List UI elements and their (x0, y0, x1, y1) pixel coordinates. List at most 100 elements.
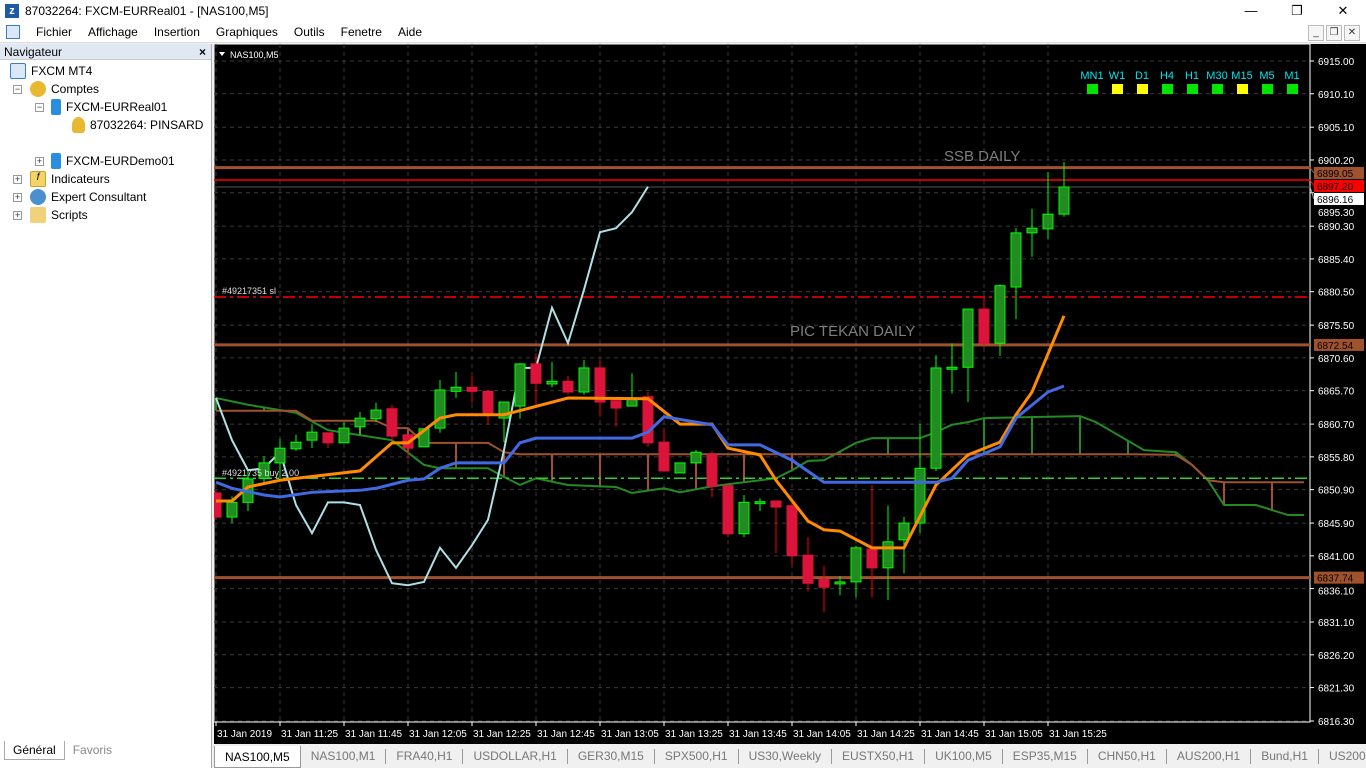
signal-indicator-h4 (1162, 84, 1173, 94)
expand-icon[interactable]: + (35, 156, 44, 166)
menu-outils[interactable]: Outils (293, 25, 325, 39)
price-label-connector (1309, 186, 1315, 200)
chart-tab[interactable]: US30,Weekly (739, 749, 833, 764)
chart-tab[interactable]: FRA40,H1 (386, 749, 464, 764)
minimize-button[interactable]: — (1244, 3, 1258, 18)
chart-tab[interactable]: CHN50,H1 (1088, 749, 1167, 764)
signal-label-m5: M5 (1259, 70, 1274, 82)
tree-item-real-server[interactable]: FXCM-EURReal01 (51, 98, 167, 116)
y-tick-label: 6816.30 (1318, 717, 1355, 728)
navigator-header: Navigateur × (0, 44, 211, 60)
tree-item-account[interactable]: 87032264: PINSARD (72, 116, 203, 134)
candle-body (994, 285, 1006, 344)
menu-graphiques[interactable]: Graphiques (215, 25, 278, 39)
y-tick-label: 6900.20 (1318, 156, 1355, 167)
menu-bar: Fichier Affichage Insertion Graphiques O… (0, 22, 1366, 43)
y-tick-label: 6870.60 (1318, 354, 1355, 365)
mdi-minimize-button[interactable]: _ (1308, 25, 1324, 41)
navigator-close-icon[interactable]: × (198, 45, 206, 59)
chart-tab[interactable]: US2000, (1319, 749, 1366, 764)
chart-window[interactable]: 31 Jan 2019 31 Jan 11:25 31 Jan 11:45 31 Ja… (210, 43, 1366, 744)
candle-body (866, 548, 878, 569)
tree-item-expert[interactable]: Expert Consultant (30, 188, 146, 206)
chart-tab[interactable]: AUS200,H1 (1167, 749, 1252, 764)
tree-item-comptes[interactable]: Comptes (30, 80, 99, 98)
senkou-span-a-line (215, 397, 1304, 517)
chart-tab[interactable]: Bund,H1 (1251, 749, 1319, 764)
y-tick-label: 6915.00 (1318, 57, 1355, 68)
chart-tab[interactable]: EUSTX50,H1 (832, 749, 926, 764)
candle-body (930, 367, 942, 469)
navigator-tabs: Général Favoris (4, 741, 120, 760)
close-button[interactable]: ✕ (1337, 3, 1349, 18)
candle-body (690, 451, 702, 464)
x-tick-label: 31 Jan 11:25 (281, 729, 339, 740)
y-tick-label: 6850.90 (1318, 486, 1355, 497)
candle-body (290, 441, 302, 450)
accounts-icon (30, 81, 46, 97)
tree-item-demo-server[interactable]: FXCM-EURDemo01 (51, 152, 175, 170)
tree-item-indicateurs[interactable]: f Indicateurs (30, 170, 110, 188)
menu-affichage[interactable]: Affichage (88, 25, 138, 39)
server-icon (51, 99, 61, 115)
menu-fenetre[interactable]: Fenetre (340, 25, 382, 39)
chart-tab[interactable]: SPX500,H1 (655, 749, 739, 764)
chart-tab[interactable]: NAS100,M1 (301, 749, 387, 764)
candle-body (802, 554, 814, 584)
expand-icon[interactable]: + (13, 192, 22, 202)
menu-fichier[interactable]: Fichier (36, 25, 73, 39)
price-label-bg (1314, 179, 1364, 192)
chart-tab[interactable]: ESP35,M15 (1003, 749, 1088, 764)
collapse-icon[interactable]: − (35, 102, 44, 112)
candle-body (562, 380, 574, 393)
signal-label-h1: H1 (1185, 70, 1199, 82)
candle-body (354, 417, 366, 428)
menu-aide[interactable]: Aide (397, 25, 422, 39)
x-tick-label: 31 Jan 13:05 (601, 729, 659, 740)
x-tick-label: 31 Jan 15:05 (985, 729, 1043, 740)
x-tick-label: 31 Jan 12:45 (537, 729, 595, 740)
candle-body (226, 501, 238, 518)
menu-insertion[interactable]: Insertion (153, 25, 200, 39)
tab-favoris[interactable]: Favoris (72, 743, 113, 757)
title-bar: z 87032264: FXCM-EURReal01 - [NAS100,M5]… (0, 0, 1366, 22)
mdi-restore-button[interactable]: ❐ (1326, 25, 1342, 41)
candle-body (706, 454, 718, 487)
script-icon (30, 207, 46, 223)
tree-label: Expert Consultant (51, 190, 147, 204)
candle-body (578, 367, 590, 393)
navigator-title: Navigateur (4, 45, 63, 59)
y-tick-label: 6875.50 (1318, 321, 1355, 332)
candle-body (546, 380, 558, 385)
x-tick-label: 31 Jan 12:25 (473, 729, 531, 740)
expand-icon[interactable]: + (13, 174, 22, 184)
chart-tab[interactable]: GER30,M15 (568, 749, 655, 764)
expand-icon[interactable]: + (13, 210, 22, 220)
chart-tab[interactable]: NAS100,M5 (214, 745, 301, 768)
candle-body (818, 578, 830, 588)
candle-body (1026, 227, 1038, 234)
y-tick-label: 6855.80 (1318, 453, 1355, 464)
x-tick-label: 31 Jan 14:45 (921, 729, 979, 740)
chart-window-icon[interactable] (6, 25, 20, 39)
signal-indicator-w1 (1112, 84, 1123, 94)
maximize-button[interactable]: ❐ (1291, 3, 1303, 18)
y-tick-label: 6831.10 (1318, 618, 1355, 629)
buy-order-label: #4921735 buy 2.00 (222, 468, 299, 478)
mdi-close-button[interactable]: ✕ (1344, 25, 1360, 41)
candle-body (738, 501, 750, 535)
tree-label: Comptes (51, 82, 100, 96)
tree-item-scripts[interactable]: Scripts (30, 206, 88, 224)
tree-item-fxcm-mt4[interactable]: FXCM MT4 (10, 62, 92, 80)
collapse-icon[interactable]: − (13, 84, 22, 94)
chart-tab[interactable]: UK100,M5 (925, 749, 1003, 764)
chart-tab[interactable]: USDOLLAR,H1 (463, 749, 568, 764)
x-tick-label: 31 Jan 12:05 (409, 729, 467, 740)
price-chart[interactable]: 31 Jan 2019 31 Jan 11:25 31 Jan 11:45 31 Ja… (210, 43, 1366, 744)
price-label: 6899.05 (1317, 169, 1354, 180)
y-tick-label: 6910.10 (1318, 90, 1355, 101)
stop-loss-label: #49217351 sl (222, 286, 276, 296)
tab-general[interactable]: Général (4, 741, 65, 760)
candle-body (274, 447, 286, 464)
candle-body (946, 366, 958, 370)
